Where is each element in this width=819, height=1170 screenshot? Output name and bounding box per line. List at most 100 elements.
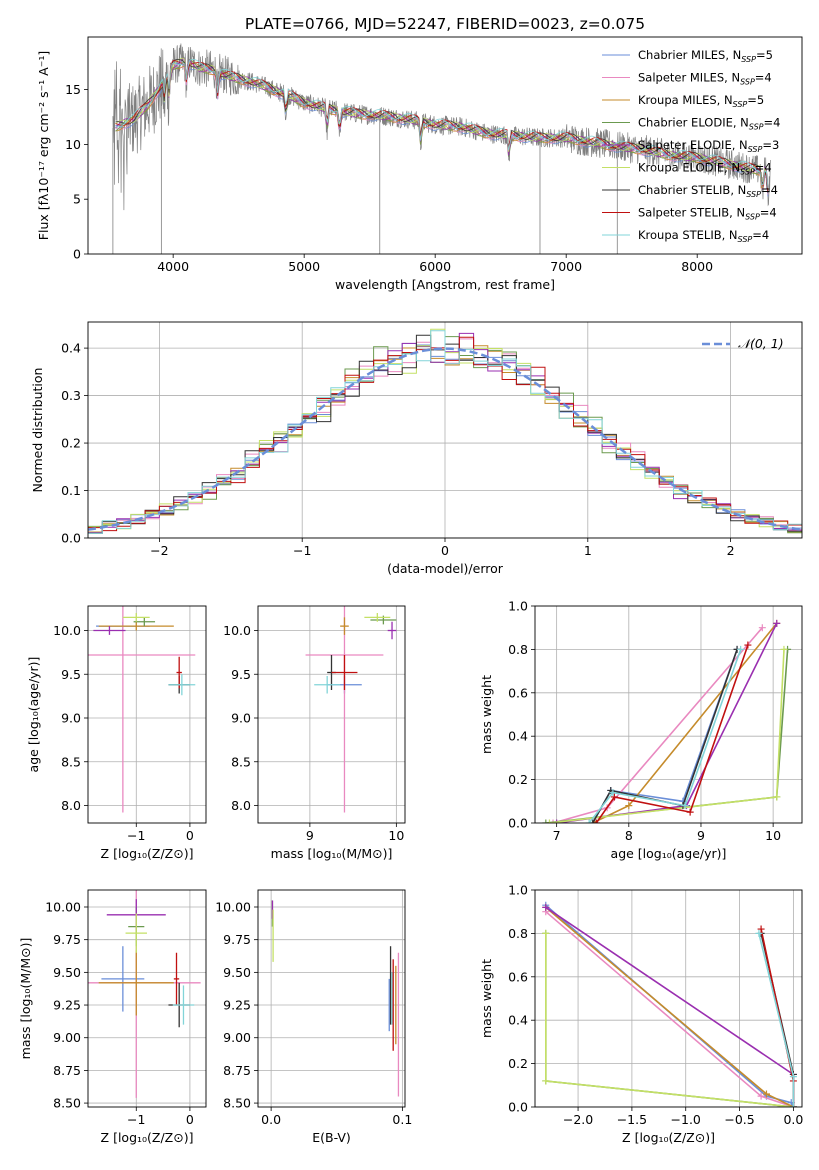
legend-entry-5: Kroupa ELODIE, NSSP=4: [638, 161, 772, 177]
y-tick-label: 10: [65, 137, 81, 152]
x-tick-label: −1.0: [671, 1112, 701, 1127]
legend-entry-3: Chabrier ELODIE, NSSP=4: [638, 116, 780, 132]
y-tick-label: 8.0: [231, 798, 251, 813]
y-tick-label: 0.8: [508, 642, 528, 657]
panel-mass_vs_EBV: 0.0 0.1 8.50 8.75 9.00 9.25 9.50 9.75 10.00 E(B-V…: [215, 889, 412, 1145]
x-axis-label: Z [log₁₀(Z/Z⊙)]: [622, 1130, 715, 1145]
series-marker-7: [610, 793, 618, 801]
series-marker-7: [592, 819, 600, 823]
x-tick-label: −1.5: [617, 1112, 647, 1127]
y-tick-label: 9.75: [53, 932, 81, 947]
series-marker-5: [542, 1077, 550, 1085]
series-marker-4: [553, 819, 561, 823]
x-tick-label: −1: [127, 828, 145, 843]
axes-frame: [87, 36, 803, 255]
y-axis-label: mass [log₁₀(M/M⊙)]: [18, 938, 33, 1060]
y-tick-label: 8.0: [61, 798, 81, 813]
x-tick-label: −1: [293, 543, 311, 558]
x-tick-label: −0.5: [724, 1112, 754, 1127]
y-tick-label: 10.00: [215, 899, 251, 914]
series-marker-2: [625, 802, 633, 810]
y-tick-label: 0.4: [508, 729, 528, 744]
x-tick-label: 0.1: [392, 1112, 412, 1127]
x-axis-label: Z [log₁₀(Z/Z⊙)]: [101, 846, 194, 861]
model-spectrum-0: [115, 62, 769, 197]
x-axis-label: (data-model)/error: [387, 561, 504, 576]
y-tick-label: 9.25: [53, 998, 81, 1013]
y-axis-label: mass weight: [479, 959, 494, 1038]
legend-entry-4: Salpeter ELODIE, NSSP=3: [638, 138, 779, 154]
y-tick-label: 0.4: [61, 341, 81, 356]
histogram-8: [88, 330, 802, 538]
y-axis-label: mass weight: [479, 675, 494, 754]
model-spectrum-7: [115, 59, 769, 192]
x-tick-label: 1: [584, 543, 592, 558]
y-tick-label: 0.2: [508, 772, 528, 787]
plot-area-mass_vs_EBV: [258, 890, 405, 1107]
panel-age_vs_mass: 9 10 8.0 8.5 9.0 9.5 10.0 mass [log₁₀(M/M⊙)]: [223, 605, 406, 861]
series-line-1: [552, 627, 763, 823]
series-marker-4: [773, 619, 781, 627]
x-tick-label: 7: [553, 828, 561, 843]
y-tick-label: 9.0: [231, 711, 251, 726]
plot-area-age_vs_Z: [88, 606, 206, 823]
series-marker-1: [757, 1092, 765, 1100]
x-tick-label: −2.0: [563, 1112, 593, 1127]
x-tick-label: 2: [727, 543, 735, 558]
panel-residuals: −2 −1 0 1 2 0.0 0.1 0.2 0.3 0.4 (data-model)/error…: [30, 321, 803, 576]
panel-mass_weight_vs_Z: −2.0 −1.5 −1.0 −0.5 0.0 0.0 0.2 0.4 0.6 0.8 1.0 Z […: [479, 883, 803, 1146]
x-tick-label: 4000: [157, 259, 189, 274]
panel-spectrum: 4000 5000 6000 7000 8000 0 5 10 15 wavelength [An…: [36, 36, 803, 292]
series-marker-8: [737, 645, 745, 653]
series-marker-8: [681, 802, 689, 810]
x-tick-label: 8000: [681, 259, 713, 274]
series-line-7: [595, 644, 749, 823]
y-tick-label: 9.00: [53, 1030, 81, 1045]
series-marker-5: [773, 793, 781, 801]
legend-entry-8: Kroupa STELIB, NSSP=4: [638, 228, 769, 244]
series-marker-8: [755, 929, 763, 937]
x-tick-label: 0: [186, 828, 194, 843]
x-tick-label: −1: [127, 1112, 145, 1127]
axes-frame: [87, 605, 207, 824]
plot-area-residuals: [88, 322, 802, 538]
figure-title: PLATE=0766, MJD=52247, FIBERID=0023, z=0…: [245, 15, 645, 33]
y-tick-label: 8.50: [223, 1096, 251, 1111]
y-tick-label: 10.0: [223, 623, 251, 638]
y-tick-label: 0.0: [61, 531, 81, 546]
series-line-4: [556, 623, 778, 823]
x-tick-label: −2: [150, 543, 168, 558]
y-axis-label: Flux [fλ10⁻¹⁷ erg cm⁻² s⁻¹ A⁻¹]: [36, 51, 51, 240]
x-tick-label: 7000: [550, 259, 582, 274]
series-marker-1: [758, 624, 766, 632]
y-tick-label: 0.3: [61, 388, 81, 403]
x-axis-label: wavelength [Angstrom, rest frame]: [335, 277, 555, 292]
axes-frame: [87, 321, 803, 539]
x-tick-label: 9: [306, 828, 314, 843]
y-tick-label: 9.50: [53, 965, 81, 980]
x-axis-label: age [log₁₀(age/yr)]: [611, 846, 727, 861]
series-marker-8: [789, 1073, 797, 1081]
y-tick-label: 1.0: [508, 883, 528, 898]
series-marker-5: [780, 645, 788, 653]
x-axis-label: Z [log₁₀(Z/Z⊙)]: [101, 1130, 194, 1145]
legend-entry-1: Salpeter MILES, NSSP=4: [638, 71, 772, 87]
series-line-8: [588, 649, 742, 823]
y-tick-label: 8.5: [231, 754, 251, 769]
series-marker-7: [744, 641, 752, 649]
y-tick-label: 0: [73, 247, 81, 262]
y-tick-label: 0.1: [61, 483, 81, 498]
y-tick-label: 10.0: [53, 623, 81, 638]
y-tick-label: 15: [65, 82, 81, 97]
x-tick-label: 10: [388, 828, 404, 843]
y-tick-label: 0.2: [508, 1056, 528, 1071]
y-axis-label: age [log₁₀(age/yr)]: [26, 657, 41, 773]
series-marker-8: [585, 819, 593, 823]
legend-entry-0: Chabrier MILES, NSSP=5: [638, 48, 773, 64]
series-marker-4: [542, 903, 550, 911]
y-tick-label: 0.0: [508, 816, 528, 831]
x-tick-label: 0.0: [783, 1112, 803, 1127]
x-tick-label: 5000: [288, 259, 320, 274]
y-tick-label: 8.75: [223, 1063, 251, 1078]
